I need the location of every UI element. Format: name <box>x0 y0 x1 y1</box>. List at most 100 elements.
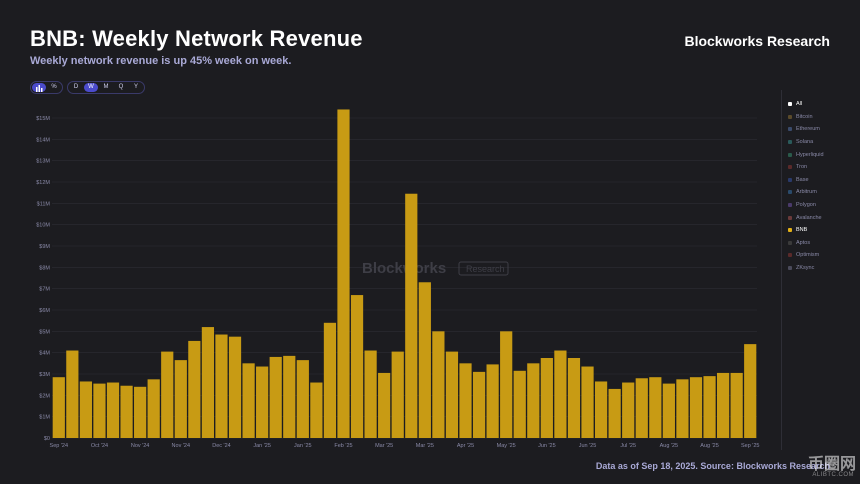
period-d-button[interactable]: D <box>73 84 79 90</box>
legend-item-tron[interactable]: Tron <box>788 161 824 174</box>
revenue-bar[interactable] <box>432 331 445 438</box>
revenue-bar[interactable] <box>649 377 662 438</box>
legend-label: Polygon <box>796 202 816 209</box>
legend-item-base[interactable]: Base <box>788 174 824 187</box>
legend-label: Bitcoin <box>796 113 813 120</box>
revenue-bar[interactable] <box>500 331 513 438</box>
revenue-bar[interactable] <box>581 366 594 438</box>
revenue-bar[interactable] <box>486 364 499 438</box>
revenue-bar[interactable] <box>323 322 337 438</box>
revenue-bar[interactable] <box>622 382 635 438</box>
legend-item-ethereum[interactable]: Ethereum <box>788 123 824 136</box>
revenue-bar[interactable] <box>296 360 309 438</box>
legend-item-aptos[interactable]: Aptos <box>788 237 824 250</box>
y-tick-label: $5M <box>39 329 50 335</box>
y-tick-label: $12M <box>36 180 50 186</box>
legend-item-solana[interactable]: Solana <box>788 136 824 149</box>
revenue-bar[interactable] <box>106 382 120 438</box>
revenue-bar[interactable] <box>703 376 716 438</box>
legend-item-arbitrum[interactable]: Arbitrum <box>788 186 824 199</box>
revenue-bar[interactable] <box>445 351 459 438</box>
revenue-bar[interactable] <box>513 370 526 438</box>
revenue-bar[interactable] <box>676 379 689 438</box>
revenue-bar[interactable] <box>405 193 418 438</box>
revenue-bar[interactable] <box>350 295 364 438</box>
bar-chart-icon[interactable] <box>32 83 46 92</box>
period-y-button[interactable]: Y <box>133 84 138 90</box>
revenue-bar[interactable] <box>188 340 201 438</box>
revenue-bar[interactable] <box>744 344 757 438</box>
legend-swatch <box>788 253 792 258</box>
corner-watermark: 币圈网 <box>807 456 856 473</box>
x-tick-label: Sep '25 <box>741 443 759 449</box>
revenue-bar[interactable] <box>52 377 65 438</box>
revenue-bar[interactable] <box>608 388 621 438</box>
legend-item-all[interactable]: All <box>788 98 824 111</box>
revenue-bar[interactable] <box>391 351 404 438</box>
legend-item-bitcoin[interactable]: Bitcoin <box>788 111 824 124</box>
revenue-bar[interactable] <box>283 355 296 438</box>
legend-item-bnb[interactable]: BNB <box>788 224 824 237</box>
y-tick-label: $0 <box>44 436 50 442</box>
revenue-bar[interactable] <box>66 350 79 438</box>
revenue-bar[interactable] <box>378 372 391 438</box>
period-m-button[interactable]: M <box>103 84 109 90</box>
revenue-bar[interactable] <box>540 358 553 438</box>
legend-divider <box>781 90 782 450</box>
revenue-bar[interactable] <box>147 379 160 438</box>
x-tick-label: May '25 <box>497 443 516 449</box>
revenue-bar[interactable] <box>418 282 431 438</box>
legend-label: Tron <box>796 164 808 171</box>
revenue-bar[interactable] <box>662 383 675 438</box>
revenue-bar[interactable] <box>689 377 703 438</box>
revenue-bar[interactable] <box>256 366 269 438</box>
chart-type-toggle: % <box>30 81 63 94</box>
revenue-bar[interactable] <box>472 371 486 438</box>
legend-item-hyperliquid[interactable]: Hyperliquid <box>788 148 824 161</box>
revenue-bar[interactable] <box>635 378 648 438</box>
chart-controls: % D W M Q Y <box>30 81 145 94</box>
revenue-bar[interactable] <box>364 350 377 438</box>
revenue-bar[interactable] <box>594 381 608 438</box>
x-tick-label: Oct '24 <box>91 443 108 449</box>
revenue-bar[interactable] <box>269 356 282 438</box>
revenue-bar[interactable] <box>79 381 92 438</box>
chart-legend: All Bitcoin Ethereum Solana Hyperliquid Tron B… <box>788 98 824 274</box>
period-q-button[interactable]: Q <box>118 84 124 90</box>
legend-item-optimism[interactable]: Optimism <box>788 249 824 262</box>
x-tick-label: Nov '24 <box>172 443 190 449</box>
revenue-bar[interactable] <box>161 351 174 438</box>
revenue-bar[interactable] <box>567 358 581 438</box>
revenue-bar[interactable] <box>730 372 743 438</box>
revenue-bar[interactable] <box>527 363 540 438</box>
revenue-bar[interactable] <box>717 372 730 438</box>
revenue-bar[interactable] <box>174 360 187 438</box>
revenue-bar[interactable] <box>310 382 323 438</box>
revenue-bar[interactable] <box>459 363 472 438</box>
legend-label: BNB <box>796 227 808 234</box>
legend-item-avalanche[interactable]: Avalanche <box>788 211 824 224</box>
revenue-bar[interactable] <box>337 109 350 438</box>
revenue-bar[interactable] <box>134 386 147 438</box>
legend-label: Optimism <box>796 252 820 259</box>
revenue-bar[interactable] <box>228 336 242 438</box>
x-tick-label: Jan '25 <box>294 443 312 449</box>
chart-watermark-sub: Research <box>466 264 505 274</box>
period-w-button[interactable]: W <box>84 83 98 92</box>
legend-swatch <box>788 152 792 157</box>
percent-icon[interactable]: % <box>51 84 57 90</box>
data-source-note: Data as of Sep 18, 2025. Source: Blockwo… <box>595 461 830 471</box>
x-tick-label: Nov '24 <box>131 443 149 449</box>
x-tick-label: Jun '25 <box>579 443 597 449</box>
revenue-bar[interactable] <box>120 385 133 438</box>
revenue-bar[interactable] <box>215 334 228 438</box>
legend-item-polygon[interactable]: Polygon <box>788 199 824 212</box>
revenue-bar[interactable] <box>554 350 567 438</box>
revenue-bar[interactable] <box>201 327 215 438</box>
revenue-bar[interactable] <box>242 363 255 438</box>
legend-item-zksync[interactable]: ZKsync <box>788 262 824 275</box>
revenue-bar[interactable] <box>93 383 106 438</box>
x-tick-label: Jul '25 <box>620 443 636 449</box>
page-title: BNB: Weekly Network Revenue <box>30 26 363 51</box>
